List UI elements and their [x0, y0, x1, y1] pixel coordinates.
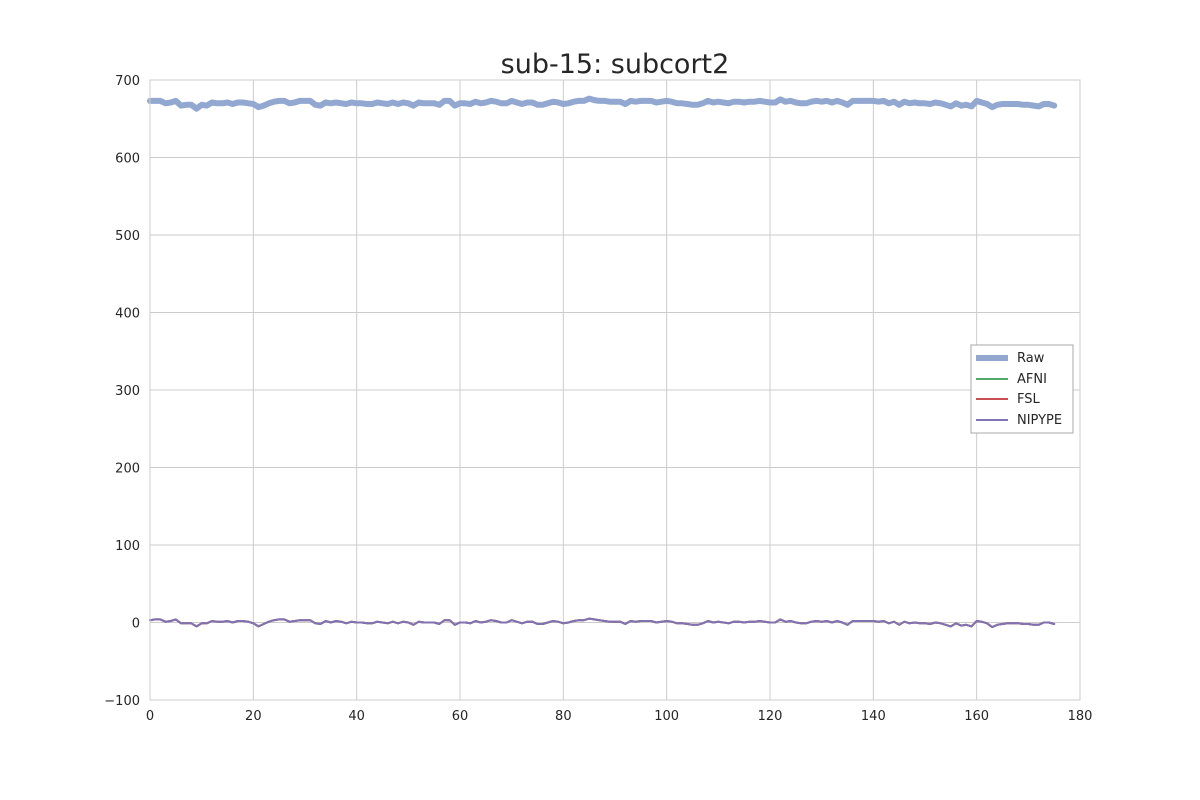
x-tick-label: 0	[146, 709, 154, 724]
x-tick-label: 140	[861, 709, 886, 724]
series-line-raw	[147, 95, 1058, 112]
series-lines	[147, 95, 1058, 629]
y-tick-label: 400	[115, 307, 140, 322]
legend-label-raw: Raw	[1017, 351, 1045, 366]
y-tick-label: 100	[115, 539, 140, 554]
x-tick-label: 120	[758, 709, 783, 724]
x-tick-label: 180	[1068, 709, 1093, 724]
x-tick-label: 60	[452, 709, 469, 724]
x-tick-label: 100	[654, 709, 679, 724]
legend-label-afni: AFNI	[1017, 372, 1047, 387]
x-tick-label: 20	[245, 709, 262, 724]
x-tick-label: 80	[555, 709, 572, 724]
series-line-nipype	[149, 617, 1056, 629]
y-tick-label: 700	[115, 74, 140, 89]
y-tick-label: −100	[104, 694, 140, 709]
y-tick-label: 0	[132, 617, 140, 632]
tick-labels: 0 20 40 60 80 100 120 140 160 180 −100 0 100 200 300 40…	[104, 74, 1092, 724]
y-tick-label: 500	[115, 229, 140, 244]
y-tick-label: 600	[115, 152, 140, 167]
x-tick-label: 160	[964, 709, 989, 724]
chart-title: sub-15: subcort2	[501, 49, 730, 80]
legend-label-nipype: NIPYPE	[1017, 413, 1062, 428]
y-tick-label: 200	[115, 462, 140, 477]
legend: Raw AFNI FSL NIPYPE	[970, 344, 1074, 434]
y-tick-label: 300	[115, 384, 140, 399]
plot-frame	[149, 79, 1081, 701]
x-tick-label: 40	[348, 709, 365, 724]
legend-label-fsl: FSL	[1017, 392, 1041, 407]
